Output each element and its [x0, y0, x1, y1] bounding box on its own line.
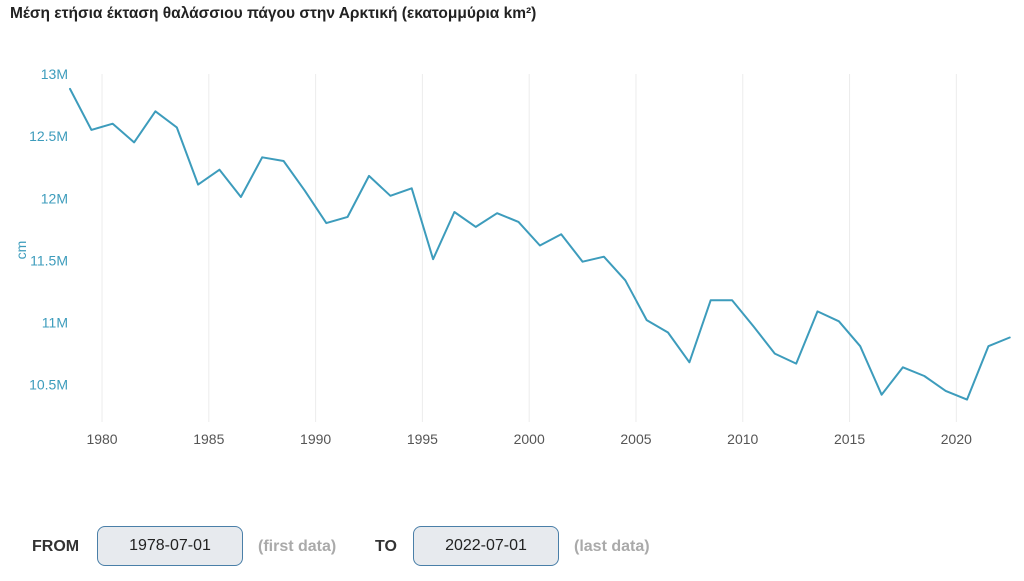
- from-hint: (first data): [258, 538, 337, 555]
- series-layer: [64, 83, 1016, 406]
- data-point[interactable]: [342, 211, 354, 223]
- to-date-input[interactable]: [413, 526, 559, 566]
- data-point[interactable]: [747, 320, 759, 332]
- y-tick-label: 10.5M: [29, 377, 68, 393]
- data-point[interactable]: [940, 385, 952, 397]
- y-tick-label: 11M: [42, 315, 68, 331]
- data-point[interactable]: [214, 164, 226, 176]
- data-point[interactable]: [513, 216, 525, 228]
- to-label: TO: [375, 538, 397, 555]
- data-point[interactable]: [683, 356, 695, 368]
- x-axis-ticks: 1980 1985 1990 1995 2000 2005 2010 2015 2020: [86, 431, 972, 447]
- x-tick-label-2010: 2010: [727, 431, 758, 447]
- x-tick-label-1980: 1980: [86, 431, 117, 447]
- data-point[interactable]: [897, 361, 909, 373]
- data-point[interactable]: [705, 294, 717, 306]
- data-point[interactable]: [363, 170, 375, 182]
- data-point[interactable]: [854, 340, 866, 352]
- data-point[interactable]: [641, 314, 653, 326]
- data-point[interactable]: [299, 185, 311, 197]
- data-point[interactable]: [384, 190, 396, 202]
- y-tick-label: 11.5M: [30, 252, 68, 268]
- data-point[interactable]: [64, 83, 76, 95]
- x-tick-label-1990: 1990: [300, 431, 331, 447]
- data-point[interactable]: [769, 348, 781, 360]
- data-point[interactable]: [534, 240, 546, 252]
- data-point[interactable]: [577, 256, 589, 268]
- x-tick-label-1995: 1995: [407, 431, 438, 447]
- data-point[interactable]: [171, 121, 183, 133]
- data-point[interactable]: [235, 191, 247, 203]
- chart-title: Μέση ετήσια έκταση θαλάσσιου πάγου στην …: [10, 5, 537, 22]
- data-point[interactable]: [448, 206, 460, 218]
- data-point[interactable]: [1004, 331, 1016, 343]
- data-point[interactable]: [876, 389, 888, 401]
- grid-lines: [101, 74, 957, 422]
- y-tick-label: 12M: [41, 190, 68, 206]
- y-axis-ticks: 10.5M 11M 11.5M 12M 12.5M 13M: [29, 66, 68, 393]
- data-point[interactable]: [918, 370, 930, 382]
- x-tick-label-2000: 2000: [514, 431, 545, 447]
- line-chart: 10.5M 11M 11.5M 12M 12.5M 13M 1980 1985 1990 199…: [13, 66, 1016, 447]
- data-point[interactable]: [555, 228, 567, 240]
- x-tick-label-1985: 1985: [193, 431, 224, 447]
- data-point[interactable]: [619, 274, 631, 286]
- data-point[interactable]: [278, 155, 290, 167]
- data-point[interactable]: [726, 294, 738, 306]
- data-point[interactable]: [790, 358, 802, 370]
- data-point[interactable]: [961, 394, 973, 406]
- data-point[interactable]: [833, 315, 845, 327]
- data-point[interactable]: [128, 136, 140, 148]
- data-point[interactable]: [470, 221, 482, 233]
- data-point[interactable]: [491, 207, 503, 219]
- x-tick-label-2015: 2015: [834, 431, 865, 447]
- data-point[interactable]: [85, 124, 97, 136]
- x-tick-label-2020: 2020: [941, 431, 972, 447]
- y-tick-label: 12.5M: [29, 128, 68, 144]
- data-point[interactable]: [406, 182, 418, 194]
- data-point[interactable]: [427, 253, 439, 265]
- to-hint: (last data): [574, 538, 650, 555]
- data-point[interactable]: [598, 251, 610, 263]
- data-point[interactable]: [982, 340, 994, 352]
- data-point[interactable]: [192, 179, 204, 191]
- date-range-controls: FROM (first data) TO (last data): [0, 524, 1024, 570]
- x-tick-label-2005: 2005: [620, 431, 651, 447]
- y-tick-label: 13M: [41, 66, 68, 82]
- from-label: FROM: [32, 538, 80, 555]
- from-date-input[interactable]: [97, 526, 243, 566]
- data-point[interactable]: [256, 151, 268, 163]
- data-point[interactable]: [320, 217, 332, 229]
- data-point[interactable]: [107, 118, 119, 130]
- series-line-0: [69, 87, 1011, 401]
- data-point[interactable]: [812, 305, 824, 317]
- data-point[interactable]: [662, 327, 674, 339]
- data-point[interactable]: [149, 105, 161, 117]
- y-axis-label: cm: [13, 241, 29, 260]
